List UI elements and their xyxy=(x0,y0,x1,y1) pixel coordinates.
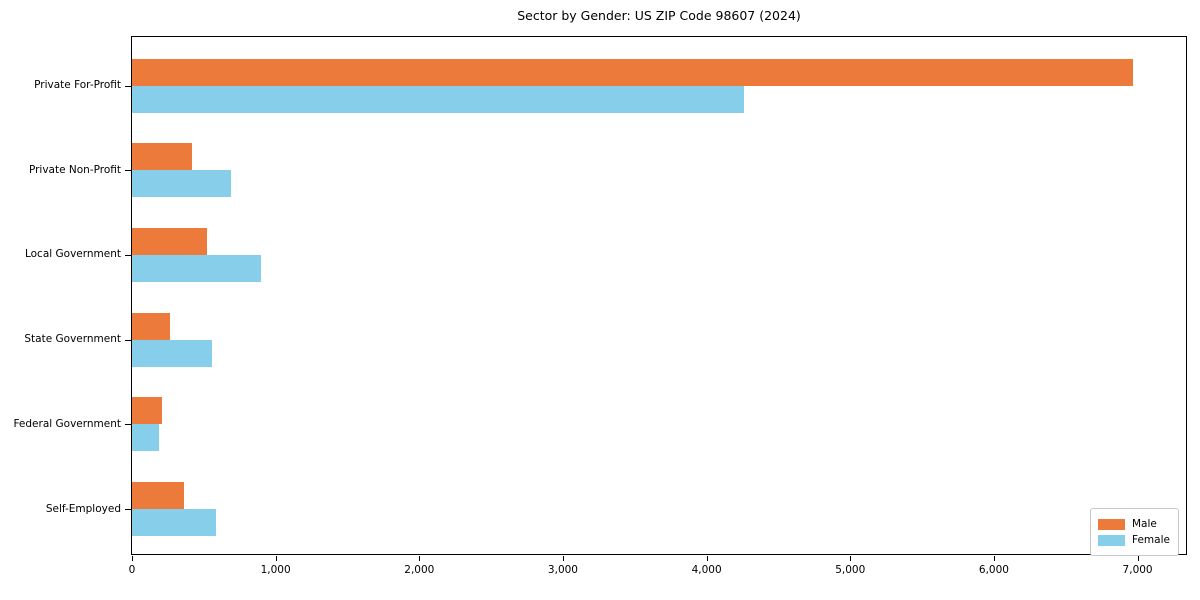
x-tick-mark xyxy=(706,556,708,561)
x-tick-mark xyxy=(419,556,421,561)
y-axis-label-self-employed: Self-Employed xyxy=(45,502,121,515)
x-axis-label-6-000: 6,000 xyxy=(978,564,1009,576)
y-axis-label-state-government: State Government xyxy=(24,333,121,346)
bar-male-private-for-profit xyxy=(132,58,1134,86)
x-axis-label-5-000: 5,000 xyxy=(835,564,866,576)
legend-label-male: Male xyxy=(1132,518,1157,530)
bar-female-self-employed xyxy=(132,509,216,536)
bar-male-self-employed xyxy=(132,482,185,509)
plot-area: 0 1,000 2,000 3,000 4,000 5,000 6,000 7,000 xyxy=(125,36,1187,576)
bar-female-private-for-profit xyxy=(132,85,744,113)
legend-swatch-male xyxy=(1098,518,1125,530)
bar-female-private-non-profit xyxy=(132,170,232,198)
bar-male-local-government xyxy=(132,227,208,255)
y-tick-mark xyxy=(125,254,131,257)
bar-female-local-government xyxy=(132,254,262,282)
x-tick-mark xyxy=(275,556,277,561)
legend: Male Female xyxy=(1090,508,1179,556)
x-axis-label-0: 0 xyxy=(128,564,136,576)
bar-female-federal-government xyxy=(132,424,159,452)
y-tick-mark xyxy=(125,170,131,172)
x-tick-mark xyxy=(850,556,852,561)
x-tick-mark xyxy=(993,556,996,561)
x-tick-mark xyxy=(1137,556,1139,561)
y-tick-mark xyxy=(125,509,131,511)
y-axis-label-federal-government: Federal Government xyxy=(13,417,121,430)
x-axis-label-2-000: 2,000 xyxy=(404,564,435,576)
legend-label-female: Female xyxy=(1132,534,1170,546)
bar-male-private-non-profit xyxy=(132,143,193,171)
x-tick-mark xyxy=(132,556,134,561)
legend-item-male: Male xyxy=(1098,517,1170,531)
bar-male-state-government xyxy=(132,312,171,340)
bar-female-state-government xyxy=(132,339,212,367)
y-tick-mark xyxy=(125,85,131,87)
legend-swatch-female xyxy=(1098,534,1125,546)
y-tick-mark xyxy=(125,424,131,426)
y-tick-mark xyxy=(125,339,131,341)
x-axis-label-3-000: 3,000 xyxy=(547,564,578,576)
y-axis-label-private-non-profit: Private Non-Profit xyxy=(28,163,121,176)
x-axis-label-7-000: 7,000 xyxy=(1122,564,1153,576)
x-axis-label-1-000: 1,000 xyxy=(260,564,291,576)
legend-item-female: Female xyxy=(1098,533,1170,547)
y-axis-label-private-for-profit: Private For-Profit xyxy=(34,79,121,91)
bar-male-federal-government xyxy=(132,397,163,425)
chart-title: Sector by Gender: US ZIP Code 98607 (202… xyxy=(517,8,801,23)
x-axis-label-4-000: 4,000 xyxy=(691,564,722,576)
y-axis-label-local-government: Local Government xyxy=(24,248,121,261)
y-axis-labels: Private For-Profit Private Non-Profit Loca… xyxy=(0,36,121,555)
x-tick-mark xyxy=(562,556,565,561)
